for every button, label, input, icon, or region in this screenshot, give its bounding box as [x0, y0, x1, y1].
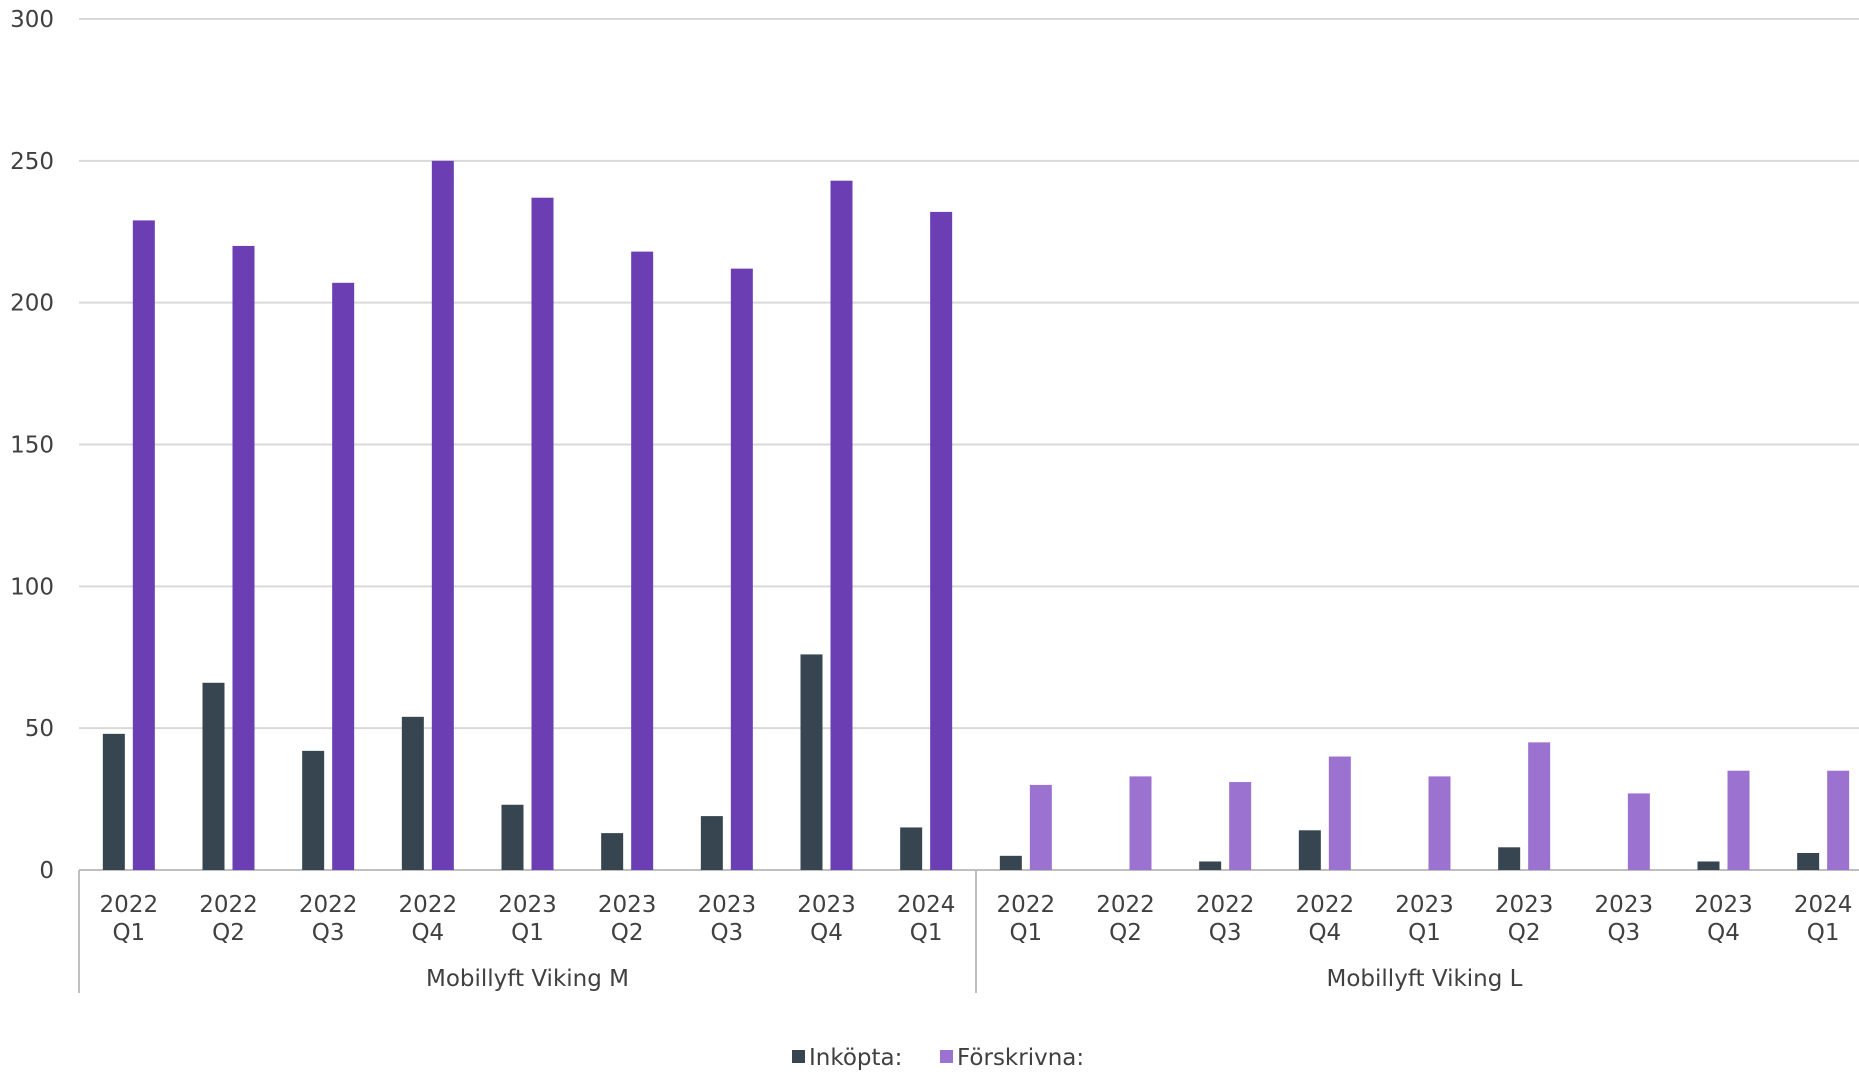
bar-inkopta [1797, 852, 1820, 870]
x-tick-label-year: 2022 [299, 892, 358, 918]
x-tick-label-year: 2024 [1794, 892, 1853, 918]
y-tick-label: 250 [10, 149, 54, 175]
x-tick-label-year: 2023 [698, 892, 757, 918]
y-tick-label: 100 [10, 574, 54, 600]
bar-forskrivna [431, 160, 454, 871]
x-tick-label-quarter: Q3 [710, 920, 743, 946]
x-tick-label-year: 2023 [1694, 892, 1753, 918]
bar-inkopta [999, 855, 1022, 870]
bar-inkopta [800, 654, 823, 870]
bar-forskrivna [232, 245, 255, 870]
bar-forskrivna [1328, 756, 1351, 870]
x-tick-label-quarter: Q2 [1109, 920, 1142, 946]
legend-swatch [940, 1050, 953, 1063]
x-tick-label-quarter: Q3 [1607, 920, 1640, 946]
bar-forskrivna [1727, 770, 1750, 870]
x-tick-label-year: 2023 [498, 892, 557, 918]
bar-forskrivna [1229, 782, 1252, 870]
bar-inkopta [401, 716, 424, 870]
bar-forskrivna [1428, 776, 1451, 870]
x-tick-label-year: 2022 [199, 892, 258, 918]
y-tick-label: 50 [25, 716, 54, 742]
y-tick-label: 300 [10, 7, 54, 33]
x-tick-label-quarter: Q4 [810, 920, 843, 946]
x-tick-label-quarter: Q3 [312, 920, 345, 946]
legend-label: Förskrivna: [957, 1045, 1084, 1071]
bar-forskrivna [1129, 776, 1152, 870]
x-tick-label-year: 2022 [399, 892, 458, 918]
bar-inkopta [700, 816, 723, 870]
x-tick-label-year: 2022 [1296, 892, 1355, 918]
bar-inkopta [900, 827, 923, 870]
bar-forskrivna [332, 282, 355, 870]
y-tick-label: 0 [39, 858, 54, 884]
x-tick-label-quarter: Q3 [1209, 920, 1242, 946]
bar-inkopta [102, 733, 125, 870]
bar-forskrivna [631, 251, 654, 870]
x-tick-label-year: 2023 [1595, 892, 1654, 918]
x-tick-label-year: 2023 [1395, 892, 1454, 918]
x-tick-label-quarter: Q1 [1807, 920, 1840, 946]
bar-forskrivna [830, 180, 853, 870]
bar-inkopta [1697, 861, 1720, 870]
group-label: Mobillyft Viking L [1327, 966, 1523, 992]
bar-forskrivna [132, 220, 155, 871]
x-tick-label-quarter: Q1 [910, 920, 943, 946]
x-tick-label-quarter: Q4 [1707, 920, 1740, 946]
x-tick-label-year: 2023 [598, 892, 657, 918]
x-tick-label-year: 2024 [897, 892, 956, 918]
y-tick-label: 150 [10, 433, 54, 459]
x-tick-label-quarter: Q1 [1408, 920, 1441, 946]
bar-inkopta [1298, 830, 1321, 870]
bar-inkopta [1498, 847, 1521, 870]
bar-forskrivna [1827, 770, 1850, 870]
x-tick-label-quarter: Q2 [611, 920, 644, 946]
x-tick-label-year: 2023 [1495, 892, 1554, 918]
x-tick-label-quarter: Q2 [212, 920, 245, 946]
x-tick-label-quarter: Q2 [1508, 920, 1541, 946]
bar-forskrivna [730, 268, 753, 870]
bar-inkopta [601, 833, 624, 870]
x-tick-label-quarter: Q1 [511, 920, 544, 946]
x-tick-label-quarter: Q1 [1009, 920, 1042, 946]
legend-swatch [792, 1050, 805, 1063]
bar-inkopta [202, 682, 225, 870]
x-tick-label-year: 2023 [797, 892, 856, 918]
bar-forskrivna [1528, 742, 1551, 870]
x-tick-label-quarter: Q1 [112, 920, 145, 946]
y-tick-label: 200 [10, 291, 54, 317]
x-tick-label-year: 2022 [997, 892, 1056, 918]
bar-inkopta [1199, 861, 1222, 870]
bar-forskrivna [1627, 793, 1650, 870]
x-tick-label-quarter: Q4 [1308, 920, 1341, 946]
x-tick-label-year: 2022 [100, 892, 159, 918]
bar-forskrivna [1029, 784, 1052, 870]
bar-forskrivna [531, 197, 554, 870]
bar-inkopta [302, 750, 325, 870]
x-tick-label-quarter: Q4 [411, 920, 444, 946]
bar-inkopta [501, 804, 524, 870]
x-tick-label-year: 2022 [1196, 892, 1255, 918]
bar-forskrivna [930, 211, 953, 871]
group-label: Mobillyft Viking M [426, 966, 629, 992]
legend-label: Inköpta: [809, 1045, 902, 1071]
x-tick-label-year: 2022 [1096, 892, 1155, 918]
